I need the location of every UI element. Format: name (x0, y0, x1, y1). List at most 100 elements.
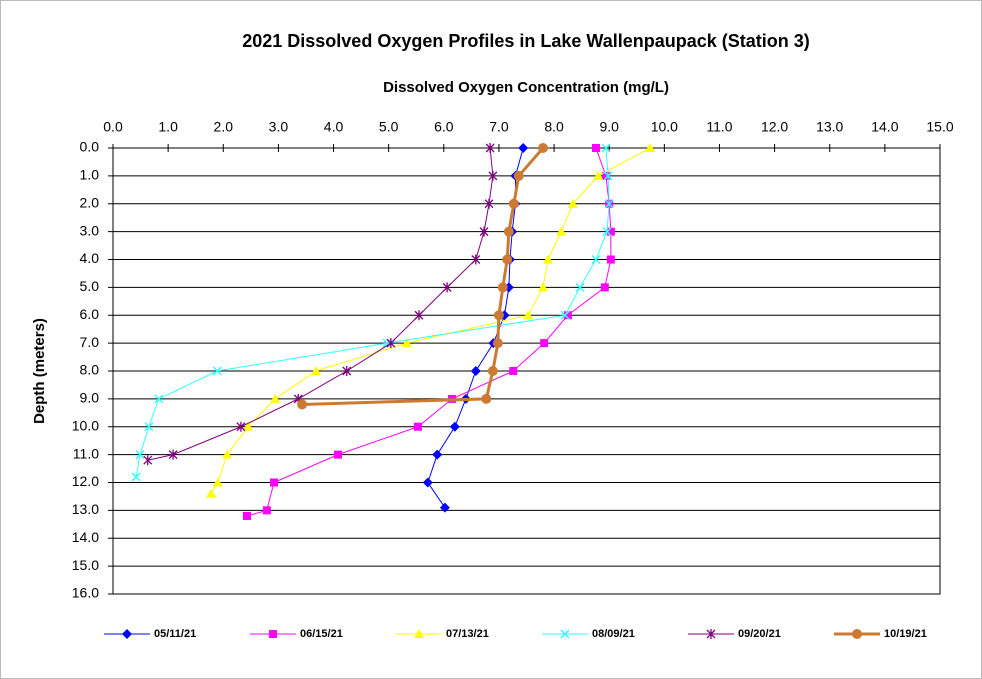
marker (600, 283, 609, 292)
x-tick-label: 7.0 (489, 119, 509, 135)
marker (310, 366, 321, 375)
marker (236, 421, 246, 432)
x-tick-label: 13.0 (816, 119, 843, 135)
marker (401, 338, 412, 348)
y-tick-label: 14.0 (72, 529, 99, 545)
y-tick-label: 6.0 (80, 306, 100, 322)
marker (538, 282, 549, 292)
marker (591, 144, 600, 152)
marker (414, 310, 424, 321)
y-tick-label: 8.0 (80, 362, 100, 378)
y-tick-label: 2.0 (80, 194, 100, 210)
x-tick-label: 0.0 (103, 119, 123, 135)
marker (481, 393, 492, 404)
legend-label: 08/09/21 (592, 628, 635, 640)
legend-label: 09/20/21 (738, 628, 781, 640)
marker (518, 143, 529, 153)
marker (269, 630, 277, 638)
marker (523, 310, 534, 320)
marker (206, 488, 217, 498)
marker (606, 227, 615, 236)
y-tick-label: 5.0 (80, 278, 100, 294)
marker (575, 282, 585, 292)
marker (439, 502, 450, 513)
marker (556, 226, 567, 236)
marker (543, 254, 554, 264)
marker (497, 282, 508, 293)
marker (422, 477, 433, 488)
marker (413, 422, 422, 431)
x-tick-label: 2.0 (214, 119, 234, 135)
marker (540, 339, 549, 348)
marker (563, 311, 572, 320)
x-tick-label: 6.0 (434, 119, 454, 135)
y-tick-label: 9.0 (80, 390, 100, 406)
marker (567, 198, 578, 208)
marker (488, 170, 498, 181)
marker (442, 282, 452, 293)
marker (222, 449, 233, 459)
legend-label: 06/15/21 (300, 628, 343, 640)
y-tick-label: 11.0 (73, 445, 99, 461)
legend-label: 10/19/21 (884, 628, 927, 640)
marker (144, 422, 154, 432)
y-tick-label: 16.0 (72, 585, 99, 601)
x-tick-label: 15.0 (926, 119, 953, 135)
y-tick-label: 10.0 (72, 417, 99, 433)
marker (342, 366, 352, 376)
y-axis-title: Depth (meters) (31, 318, 48, 424)
marker (135, 450, 145, 460)
marker (493, 310, 504, 321)
y-tick-label: 12.0 (72, 473, 99, 489)
x-tick-label: 1.0 (158, 119, 178, 135)
x-tick-label: 12.0 (761, 119, 788, 135)
marker (386, 338, 396, 349)
marker (560, 629, 570, 639)
marker (333, 450, 342, 459)
marker (538, 143, 549, 153)
marker (706, 629, 716, 639)
x-tick-label: 11.0 (706, 119, 732, 135)
marker (242, 511, 251, 520)
marker (487, 366, 498, 376)
marker (484, 198, 494, 209)
marker (470, 366, 481, 376)
marker (479, 226, 489, 237)
x-tick-label: 10.0 (651, 119, 678, 135)
x-tick-label: 8.0 (544, 119, 564, 135)
marker (471, 254, 481, 265)
marker (644, 143, 655, 152)
y-tick-label: 3.0 (80, 222, 100, 238)
y-tick-label: 7.0 (80, 334, 100, 350)
y-tick-label: 4.0 (80, 250, 100, 266)
marker (509, 367, 518, 375)
x-axis-title: Dissolved Oxygen Concentration (mg/L) (383, 79, 669, 96)
marker (243, 421, 254, 431)
marker (560, 310, 570, 320)
marker (449, 421, 460, 432)
marker (513, 170, 524, 181)
marker (212, 477, 223, 487)
marker (601, 171, 610, 180)
x-tick-label: 3.0 (269, 119, 289, 135)
series-line (210, 147, 651, 494)
marker (591, 254, 601, 265)
marker (606, 255, 615, 264)
marker (168, 449, 178, 460)
marker (122, 629, 132, 639)
marker (297, 399, 308, 410)
marker (601, 143, 611, 153)
marker (852, 629, 862, 639)
marker (382, 338, 392, 348)
marker (593, 170, 604, 180)
y-tick-label: 13.0 (72, 501, 99, 517)
marker (603, 171, 613, 181)
marker (131, 472, 141, 482)
chart-title: 2021 Dissolved Oxygen Profiles in Lake W… (242, 31, 810, 51)
marker (503, 226, 514, 237)
marker (485, 143, 495, 153)
marker (508, 198, 519, 209)
marker (262, 506, 271, 515)
marker (269, 478, 278, 487)
